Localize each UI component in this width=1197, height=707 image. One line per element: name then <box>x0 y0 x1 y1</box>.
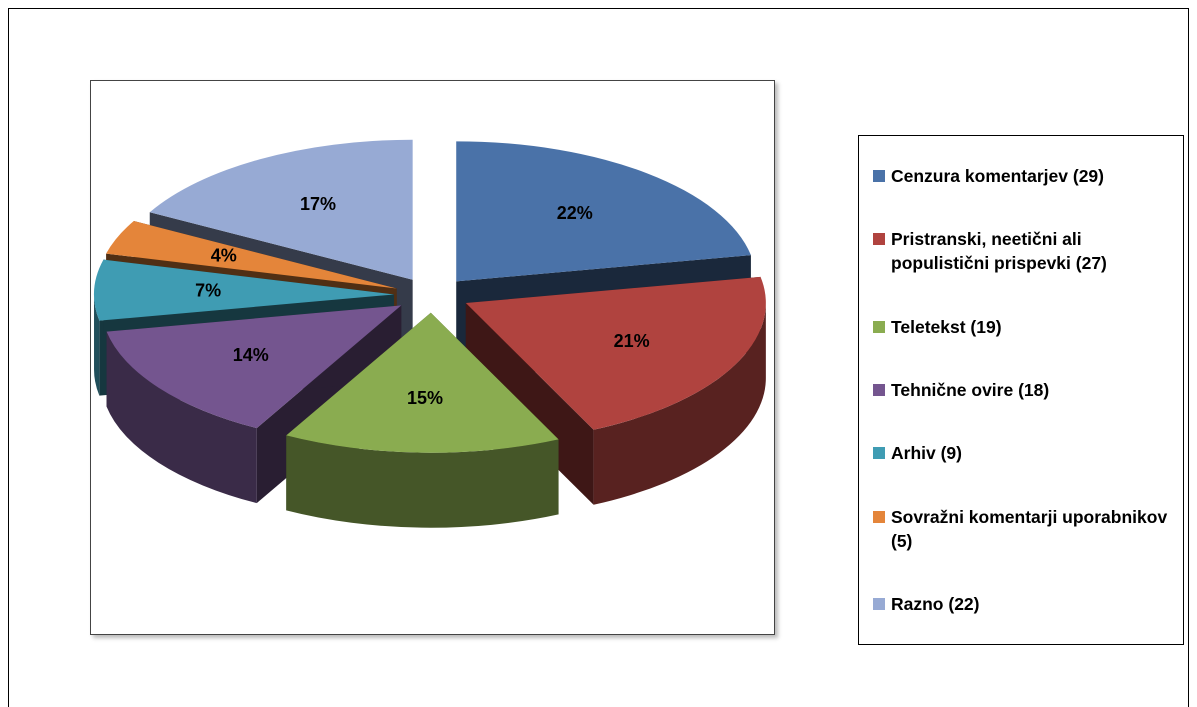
frame <box>8 8 1189 707</box>
data-label: 7% <box>195 280 221 300</box>
slice-top <box>465 276 766 430</box>
data-label: 21% <box>614 331 650 351</box>
slice-wall <box>106 331 257 504</box>
data-label: 4% <box>211 245 237 265</box>
data-label: 22% <box>557 203 593 223</box>
legend-swatch <box>873 233 885 246</box>
data-label: 17% <box>300 194 336 214</box>
slice: 15% <box>286 312 559 528</box>
data-label: 15% <box>407 388 443 408</box>
legend-label: Tehnične ovire (18) <box>891 379 1050 400</box>
legend-swatch <box>873 169 885 182</box>
slice-top <box>106 305 402 429</box>
slice-side <box>465 303 594 505</box>
legend-entry: Cenzura komentarjev (29) <box>873 164 1175 188</box>
legend-entry: Pristranski, neetični ali populistični p… <box>873 227 1175 275</box>
data-label: 14% <box>233 345 269 365</box>
legend-label: Pristranski, neetični ali populistični p… <box>891 229 1107 274</box>
legend-entry: Teletekst (19) <box>873 315 1175 339</box>
legend-entry: Sovražni komentarji uporabnikov (5) <box>873 505 1175 553</box>
legend-swatch <box>873 447 885 460</box>
legend-swatch <box>873 598 885 611</box>
legend-entry: Arhiv (9) <box>873 441 1175 465</box>
legend-label: Cenzura komentarjev (29) <box>891 165 1104 186</box>
legend: Cenzura komentarjev (29) Pristranski, nee… <box>858 135 1184 645</box>
slice-top <box>94 259 395 321</box>
legend-entry: Tehnične ovire (18) <box>873 378 1175 402</box>
legend-entry: Razno (22) <box>873 592 1175 616</box>
legend-swatch <box>873 383 885 396</box>
slice-top <box>456 141 751 282</box>
legend-label: Teletekst (19) <box>891 316 1002 337</box>
slice-wall <box>94 294 100 396</box>
plot-area <box>90 80 775 635</box>
legend-label: Razno (22) <box>891 594 980 615</box>
slice-wall <box>286 435 559 528</box>
legend-swatch <box>873 510 885 523</box>
slice-top <box>149 139 413 280</box>
slice: 21% <box>465 276 766 505</box>
slice-top <box>106 221 397 289</box>
legend-label: Sovražni komentarji uporabnikov (5) <box>891 506 1168 551</box>
slice-top <box>286 312 559 453</box>
legend-swatch <box>873 320 885 333</box>
slice-wall <box>593 303 766 505</box>
legend-label: Arhiv (9) <box>891 443 962 464</box>
